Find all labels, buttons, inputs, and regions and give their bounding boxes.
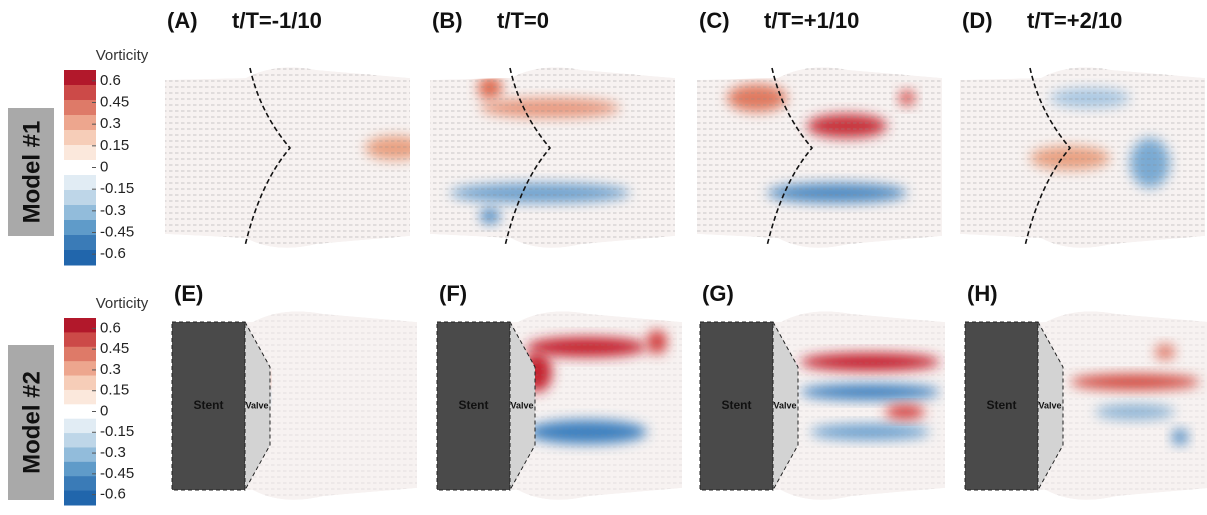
colorbar-band xyxy=(64,347,96,362)
figure: Vorticity 0.6 0.45 0.3 0.15 0 -0.15 -0.3 -0.45 -0… xyxy=(0,0,1207,515)
colorbar-band xyxy=(64,462,96,477)
panel-label: (A) xyxy=(167,8,198,33)
colorbar-band xyxy=(64,145,96,161)
colorbar-tick-label: 0 xyxy=(100,402,108,419)
colorbar-tick-label: -0.3 xyxy=(100,202,126,219)
model-label: Model #1 xyxy=(18,121,45,224)
colorbar-band xyxy=(64,250,96,266)
panel-label: (E) xyxy=(174,281,203,306)
panel-label: (F) xyxy=(439,281,467,306)
panel-time: t/T=+2/10 xyxy=(1027,8,1122,33)
colorbar-tick-label: 0.45 xyxy=(100,340,129,357)
panel-label: (B) xyxy=(432,8,463,33)
colorbar-band xyxy=(64,235,96,251)
colorbar-tick-label: -0.15 xyxy=(100,423,134,440)
colorbar-band xyxy=(64,491,96,506)
colorbar-band xyxy=(64,160,96,176)
vorticity-blob xyxy=(345,283,395,303)
colorbar-band xyxy=(64,190,96,206)
colorbar-band xyxy=(64,115,96,131)
velocity-vectors xyxy=(960,67,1205,248)
panel-time: t/T=-1/10 xyxy=(232,8,322,33)
vorticity-field xyxy=(165,67,425,303)
panel-time: t/T=+1/10 xyxy=(764,8,859,33)
colorbar-band xyxy=(64,70,96,86)
colorbar-band xyxy=(64,404,96,419)
vorticity-field xyxy=(430,67,675,248)
colorbar-band xyxy=(64,476,96,491)
colorbar-band xyxy=(64,433,96,448)
colorbar-band xyxy=(64,130,96,146)
vorticity-field xyxy=(960,67,1205,248)
colorbar-tick-label: 0 xyxy=(100,158,108,175)
colorbar-band xyxy=(64,361,96,376)
page: {"colorbars": [ {"title": "Vorticity", "… xyxy=(0,0,1207,515)
colorbar-band xyxy=(64,447,96,462)
colorbar-tick-label: -0.15 xyxy=(100,180,134,197)
colorbar-band xyxy=(64,318,96,333)
vorticity-field xyxy=(697,67,942,248)
colorbar-title: Vorticity xyxy=(96,295,149,312)
colorbar-tick-label: 0.6 xyxy=(100,319,121,336)
colorbar-band xyxy=(64,390,96,405)
colorbar-tick-label: -0.6 xyxy=(100,486,126,503)
panel-time: t/T=0 xyxy=(497,8,549,33)
velocity-vectors xyxy=(430,67,675,248)
stent-label: Stent xyxy=(194,398,224,412)
velocity-vectors xyxy=(165,67,410,248)
stent-label: Stent xyxy=(722,398,752,412)
colorbar-tick-label: 0.3 xyxy=(100,115,121,132)
valve-label: Valve xyxy=(1038,400,1061,410)
panel-label: (H) xyxy=(967,281,998,306)
colorbar-band xyxy=(64,332,96,347)
colorbar-tick-label: 0.45 xyxy=(100,93,129,110)
colorbar-band xyxy=(64,419,96,434)
colorbar-tick-label: -0.3 xyxy=(100,444,126,461)
valve-label: Valve xyxy=(510,400,533,410)
stent-label: Stent xyxy=(987,398,1017,412)
colorbar-band xyxy=(64,205,96,221)
colorbar-band xyxy=(64,100,96,116)
colorbar-band xyxy=(64,175,96,191)
colorbar-band xyxy=(64,220,96,236)
colorbar-tick-label: -0.45 xyxy=(100,223,134,240)
colorbar-title: Vorticity xyxy=(96,47,149,64)
colorbar-tick-label: -0.6 xyxy=(100,245,126,262)
model-label: Model #2 xyxy=(18,371,45,474)
velocity-vectors xyxy=(697,67,942,248)
colorbar-tick-label: 0.15 xyxy=(100,137,129,154)
colorbar-tick-label: -0.45 xyxy=(100,465,134,482)
stent-label: Stent xyxy=(459,398,489,412)
colorbar-tick-label: 0.15 xyxy=(100,382,129,399)
valve-label: Valve xyxy=(245,400,268,410)
panel-label: (C) xyxy=(699,8,730,33)
valve-label: Valve xyxy=(773,400,796,410)
colorbar-band xyxy=(64,85,96,101)
colorbar-tick-label: 0.6 xyxy=(100,72,121,89)
panel-label: (G) xyxy=(702,281,734,306)
colorbar-tick-label: 0.3 xyxy=(100,361,121,378)
panel-label: (D) xyxy=(962,8,993,33)
colorbar-band xyxy=(64,376,96,391)
